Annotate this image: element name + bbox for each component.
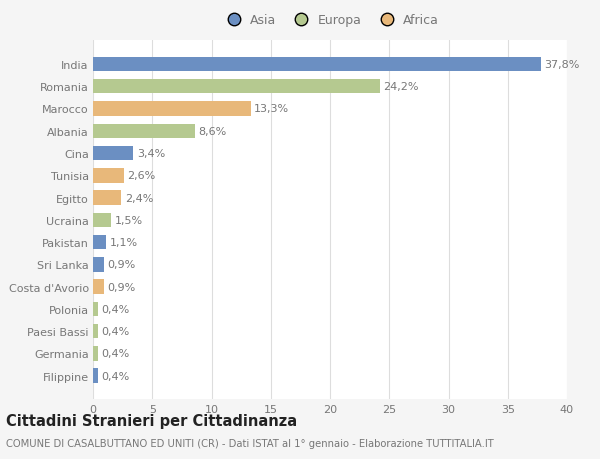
- Text: Cittadini Stranieri per Cittadinanza: Cittadini Stranieri per Cittadinanza: [6, 413, 297, 428]
- Bar: [93, 280, 104, 294]
- Text: 1,1%: 1,1%: [110, 238, 138, 247]
- Text: 13,3%: 13,3%: [254, 104, 289, 114]
- Text: COMUNE DI CASALBUTTANO ED UNITI (CR) - Dati ISTAT al 1° gennaio - Elaborazione T: COMUNE DI CASALBUTTANO ED UNITI (CR) - D…: [6, 438, 494, 448]
- Text: 1,5%: 1,5%: [115, 215, 142, 225]
- Bar: [93, 347, 98, 361]
- Bar: [93, 80, 380, 94]
- Text: 2,4%: 2,4%: [125, 193, 154, 203]
- Bar: [93, 102, 251, 117]
- Text: 0,9%: 0,9%: [107, 260, 136, 270]
- Bar: [93, 235, 106, 250]
- Bar: [93, 257, 104, 272]
- Text: 8,6%: 8,6%: [199, 127, 227, 136]
- Bar: [93, 124, 195, 139]
- Bar: [93, 168, 124, 183]
- Text: 3,4%: 3,4%: [137, 149, 165, 159]
- Bar: [93, 57, 541, 72]
- Bar: [93, 191, 121, 205]
- Text: 0,4%: 0,4%: [101, 304, 130, 314]
- Legend: Asia, Europa, Africa: Asia, Europa, Africa: [219, 12, 441, 30]
- Bar: [93, 324, 98, 339]
- Bar: [93, 146, 133, 161]
- Text: 0,4%: 0,4%: [101, 371, 130, 381]
- Text: 0,9%: 0,9%: [107, 282, 136, 292]
- Text: 2,6%: 2,6%: [127, 171, 155, 181]
- Bar: [93, 213, 111, 228]
- Text: 37,8%: 37,8%: [544, 60, 580, 70]
- Text: 0,4%: 0,4%: [101, 349, 130, 358]
- Bar: [93, 369, 98, 383]
- Text: 24,2%: 24,2%: [383, 82, 419, 92]
- Bar: [93, 302, 98, 316]
- Text: 0,4%: 0,4%: [101, 326, 130, 336]
